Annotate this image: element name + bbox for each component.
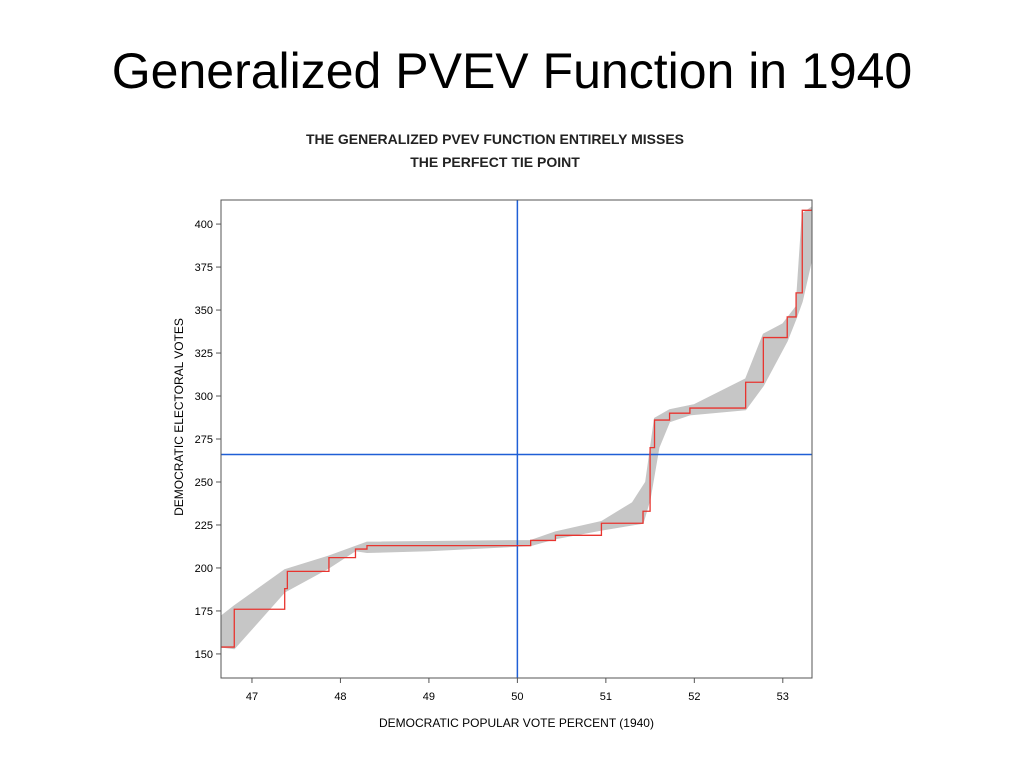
x-tick-label: 48 [334, 691, 346, 703]
y-tick-label: 200 [195, 563, 213, 575]
confidence-band-layer [220, 205, 813, 650]
x-axis-label: DEMOCRATIC POPULAR VOTE PERCENT (1940) [379, 716, 654, 730]
y-tick-label: 325 [195, 348, 213, 360]
y-tick-label: 375 [195, 262, 213, 274]
chart-title-line-2: THE PERFECT TIE POINT [410, 154, 580, 170]
y-tick-label: 175 [195, 606, 213, 618]
pvev-step-line-0 [221, 209, 812, 648]
y-tick-label: 275 [195, 434, 213, 446]
chart-title: THE GENERALIZED PVEV FUNCTION ENTIRELY M… [180, 128, 810, 174]
x-tick-label: 49 [423, 691, 435, 703]
reference-lines-layer [221, 200, 812, 678]
axes-layer: 47 48 49 50 51 52 53 150 175 200 225 250 275 300 325 35… [195, 219, 789, 703]
x-tick-label: 47 [246, 691, 258, 703]
slide-title: Generalized PVEV Function in 1940 [111, 43, 913, 99]
confidence-band [220, 205, 813, 650]
plot-frame [220, 199, 813, 679]
x-tick-label: 53 [777, 691, 789, 703]
y-axis-label: DEMOCRATIC ELECTORAL VOTES [172, 318, 186, 516]
pvev-step-line-layer [221, 209, 812, 648]
x-tick-label: 50 [511, 691, 523, 703]
x-tick-label: 51 [600, 691, 612, 703]
y-tick-label: 225 [195, 520, 213, 532]
chart-title-line-1: THE GENERALIZED PVEV FUNCTION ENTIRELY M… [305, 131, 685, 147]
x-tick-label: 52 [688, 691, 700, 703]
y-tick-label: 250 [195, 477, 213, 489]
y-tick-label: 150 [195, 649, 213, 661]
y-tick-label: 300 [195, 391, 213, 403]
y-tick-label: 400 [195, 219, 213, 231]
y-tick-label: 350 [195, 305, 213, 317]
